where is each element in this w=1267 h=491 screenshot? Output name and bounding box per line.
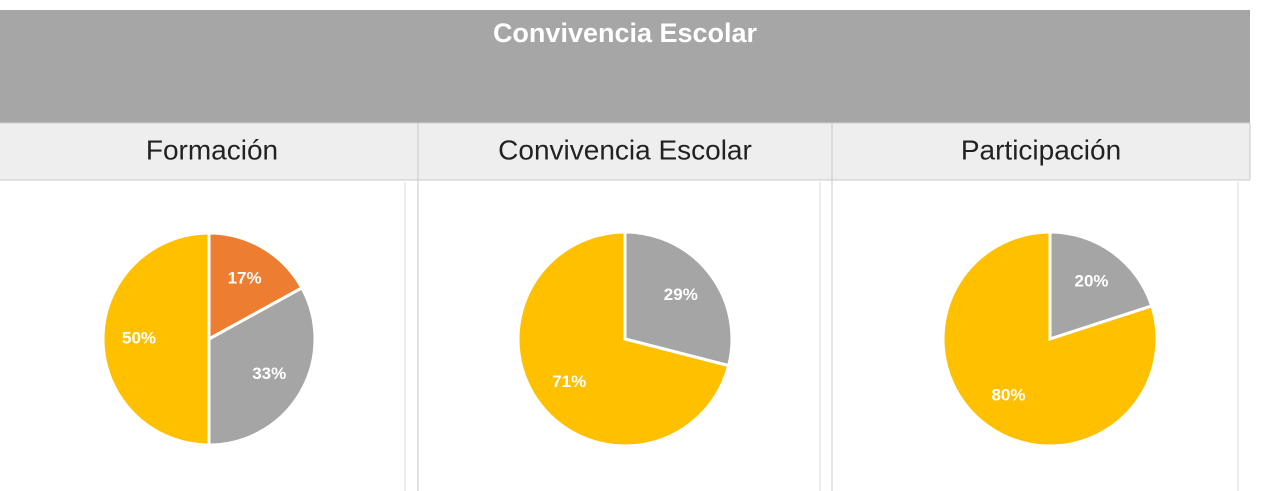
column-heading: Convivencia Escolar <box>498 134 752 165</box>
pie-slice <box>623 230 734 368</box>
subheader-row <box>0 123 1250 180</box>
header-title: Convivencia Escolar <box>493 18 758 48</box>
data-label: 29% <box>664 285 698 304</box>
data-label: 50% <box>122 328 156 347</box>
pie-slice <box>207 231 304 342</box>
header-band <box>0 10 1250 123</box>
data-label: 20% <box>1074 271 1108 290</box>
data-label: 80% <box>991 386 1025 405</box>
pie-slice <box>941 230 1159 448</box>
data-label: 71% <box>552 372 586 391</box>
pie-slice <box>516 230 731 448</box>
pie-slice <box>101 231 211 447</box>
data-label: 17% <box>228 268 262 287</box>
pie-slice <box>207 285 317 447</box>
pie-slice <box>1048 230 1154 342</box>
column-heading: Formación <box>146 134 278 165</box>
data-label: 33% <box>252 364 286 383</box>
column-heading: Participación <box>961 134 1121 165</box>
